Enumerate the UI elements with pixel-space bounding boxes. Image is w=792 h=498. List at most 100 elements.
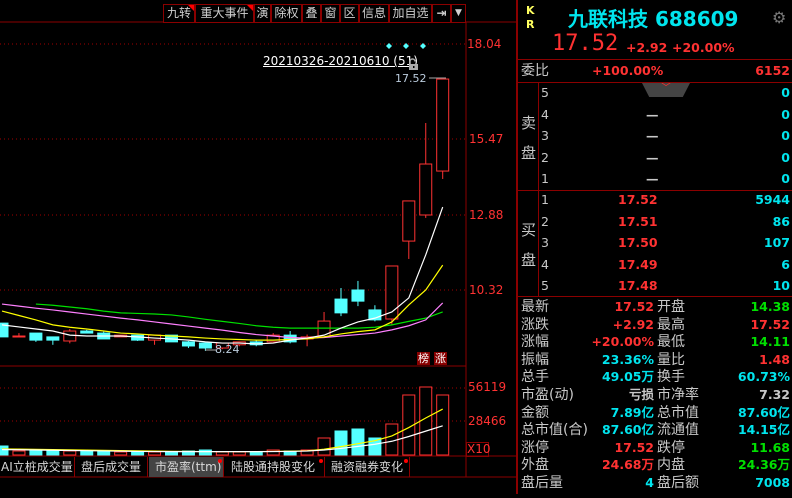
candle-body (402, 200, 416, 242)
weibi-row: 委比 +100.00% 6152 (518, 62, 792, 80)
ma5-line (1, 206, 444, 345)
stat-label: 开盘 (657, 299, 685, 315)
limit-up-badge[interactable]: 涨 (434, 352, 447, 365)
volume-bar (249, 451, 263, 456)
volume-multiplier[interactable]: X10 (466, 442, 491, 457)
weibi-label: 委比 (521, 63, 549, 79)
stat-row: 涨跌 +2.92 最高 17.52 (518, 316, 792, 334)
stat-value: 23.36% (601, 351, 654, 367)
level-price: 17.48 (618, 278, 658, 293)
stat-row: 金额 7.89亿 总市值 87.60亿 (518, 404, 792, 422)
buy-level[interactable]: 3 17.50 107 (518, 234, 792, 252)
r-label[interactable]: R (526, 18, 535, 31)
toolbar-button[interactable]: 除权 (271, 4, 302, 23)
date-range-label[interactable]: 20210326-20210610 (51) (263, 54, 418, 68)
toolbar-button[interactable]: 区 (340, 4, 359, 23)
indicator-tab[interactable]: 融资融券变化 (325, 457, 410, 477)
exit-arrow-icon[interactable]: ⇥ (432, 4, 451, 23)
unlock-icon[interactable] (407, 55, 419, 70)
stat-value: 14.38 (750, 299, 790, 314)
candle-body (80, 330, 94, 334)
buy-label: 买盘 (521, 215, 536, 275)
buy-label-char: 买 (521, 221, 537, 239)
tab-label: 陆股通持股变化 (231, 460, 316, 474)
buy-level[interactable]: 4 17.49 6 (518, 256, 792, 274)
toolbar-button[interactable]: 演 (254, 4, 271, 23)
candle-body (334, 298, 348, 314)
toolbar-button[interactable]: 九转 (163, 4, 195, 23)
sell-level[interactable]: 3 — 0 (518, 127, 792, 145)
stat-value: 7.89亿 (610, 404, 654, 420)
volume-bar (215, 451, 229, 456)
chevron-down-icon[interactable]: ﹀ (642, 83, 690, 97)
level-volume: 0 (781, 85, 790, 100)
stat-value: 1.48 (759, 351, 790, 367)
toolbar-button[interactable]: 窗 (321, 4, 340, 23)
stat-label: 涨停 (521, 439, 549, 456)
level-volume: 107 (763, 235, 790, 250)
sell-level[interactable]: 1 — 0 (518, 170, 792, 188)
volume-bar (436, 394, 450, 456)
toolbar-button[interactable]: 加自选 (389, 4, 432, 23)
price-change: +2.92 (626, 40, 668, 55)
volume-bar (114, 451, 128, 456)
stat-value: 14.15亿 (737, 422, 790, 438)
stat-row: 涨停 17.52 跌停 11.68 (518, 439, 792, 457)
gear-icon[interactable]: ⚙ (772, 8, 787, 27)
event-diamond-icon (386, 43, 392, 49)
stat-value: 亏损 (628, 387, 654, 402)
toolbar-button[interactable]: 信息 (359, 4, 389, 23)
volume-bar (12, 450, 26, 456)
stock-name: 九联科技 (568, 7, 648, 31)
toolbar-button[interactable]: 重大事件 (195, 4, 254, 23)
stat-label: 市盈(动) (521, 387, 574, 403)
indicator-tab[interactable]: AI立桩成交量 (0, 457, 75, 477)
k-label[interactable]: K (526, 4, 535, 17)
stat-value: 11.68 (750, 439, 790, 455)
volume-bar (29, 450, 43, 456)
volume-bar (368, 437, 382, 456)
chart-canvas[interactable] (0, 0, 516, 494)
toolbar-button[interactable]: 叠 (302, 4, 321, 23)
stat-label: 总市值 (657, 404, 699, 421)
stat-label: 外盘 (521, 457, 549, 474)
sell-level[interactable]: 2 — 0 (518, 149, 792, 167)
buy-level[interactable]: 5 17.48 10 (518, 277, 792, 295)
buy-level[interactable]: 2 17.51 86 (518, 213, 792, 231)
level-volume: 86 (772, 213, 790, 229)
indicator-tab[interactable]: 市盈率(ttm) (149, 457, 224, 477)
kline-chart[interactable] (0, 0, 516, 494)
sell-level[interactable]: 4 — 0 (518, 106, 792, 124)
price-axis-label: 12.88 (469, 208, 504, 222)
level-volume: 6 (781, 256, 790, 272)
divider (518, 59, 792, 60)
indicator-tab[interactable]: 盘后成交量 (75, 457, 148, 477)
candle-body (351, 289, 365, 302)
stat-label: 总市值(合) (521, 422, 588, 439)
stat-label: 最低 (657, 334, 685, 351)
stat-value: 17.52 (614, 439, 654, 455)
volume-bar (232, 451, 246, 456)
stat-label: 流通值 (657, 422, 699, 439)
candle-body (385, 265, 399, 320)
divider (518, 296, 792, 297)
level-number: 2 (541, 149, 549, 165)
rank-badge[interactable]: 榜 (417, 352, 430, 365)
level-number: 5 (541, 85, 549, 100)
buy-level[interactable]: 1 17.52 5944 (518, 191, 792, 209)
indicator-tab[interactable]: 陆股通持股变化 (225, 457, 325, 477)
level-volume: 0 (781, 106, 790, 122)
stat-label: 涨幅 (521, 334, 549, 351)
low-price-tag: 8.24 (215, 343, 240, 356)
stat-label: 跌停 (657, 439, 685, 456)
stat-value: 24.68万 (601, 457, 654, 473)
level-number: 1 (541, 192, 549, 207)
price-axis-label: 10.32 (469, 283, 504, 297)
dropdown-triangle-icon[interactable]: ▼ (451, 4, 466, 23)
candle-body (29, 332, 43, 341)
level-volume: 10 (772, 278, 790, 293)
stat-value: 17.52 (614, 299, 654, 314)
